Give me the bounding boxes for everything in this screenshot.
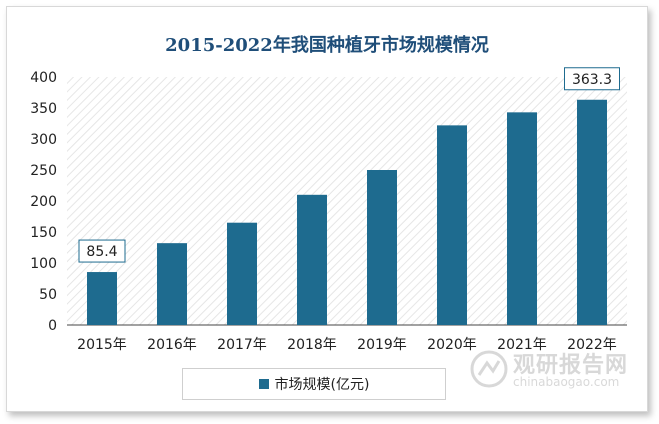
legend-label: 市场规模(亿元) (274, 377, 370, 393)
y-tick-label: 150 (30, 225, 57, 241)
data-label-box (564, 67, 620, 91)
data-labels: 85.4 363.3 (78, 67, 620, 263)
x-tick-label: 2015年 (77, 337, 127, 353)
data-label-box (78, 239, 126, 263)
x-axis: 2015年 2016年 2017年 2018年 2019年 2020年 2021年 2022年 (77, 337, 617, 353)
y-tick-label: 300 (30, 132, 57, 148)
y-tick-label: 350 (30, 101, 57, 117)
bar (507, 112, 537, 325)
bar-chart: 0 50 100 150 200 250 300 350 400 2015年 2016年 2017年… (30, 67, 627, 353)
data-label: 85.4 (86, 244, 117, 260)
x-tick-label: 2018年 (287, 337, 337, 353)
data-label: 363.3 (572, 72, 612, 88)
bar (367, 170, 397, 325)
plot-area (67, 77, 627, 325)
watermark: 观研报告网 chinabaogao.com (465, 345, 645, 395)
bar (157, 243, 187, 325)
x-tick-label: 2022年 (567, 337, 617, 353)
x-tick-label: 2016年 (147, 337, 197, 353)
bar (297, 194, 327, 325)
bar (227, 222, 257, 325)
y-tick-label: 50 (39, 287, 57, 303)
y-axis: 0 50 100 150 200 250 300 350 400 (30, 70, 627, 334)
bar (437, 125, 467, 325)
bars (87, 99, 607, 325)
x-tick-label: 2019年 (357, 337, 407, 353)
bar (577, 99, 607, 325)
chart-frame: 2015-2022年我国种植牙市场规模情况 0 50 100 150 200 250 300… (6, 6, 648, 412)
x-tick-label: 2021年 (497, 337, 547, 353)
x-tick-label: 2020年 (427, 337, 477, 353)
watermark-logo-icon (470, 350, 508, 388)
y-tick-label: 250 (30, 163, 57, 179)
y-tick-label: 0 (48, 318, 57, 334)
y-tick-label: 400 (30, 70, 57, 86)
legend: 市场规模(亿元) (182, 368, 446, 400)
watermark-brand: 观研报告网 (513, 353, 629, 378)
legend-swatch (258, 379, 269, 389)
bar (87, 272, 117, 325)
y-tick-label: 200 (30, 194, 57, 210)
y-tick-label: 100 (30, 256, 57, 272)
chart-title: 2015-2022年我国种植牙市场规模情况 (165, 35, 489, 56)
x-tick-label: 2017年 (217, 337, 267, 353)
watermark-url: chinabaogao.com (513, 375, 620, 389)
